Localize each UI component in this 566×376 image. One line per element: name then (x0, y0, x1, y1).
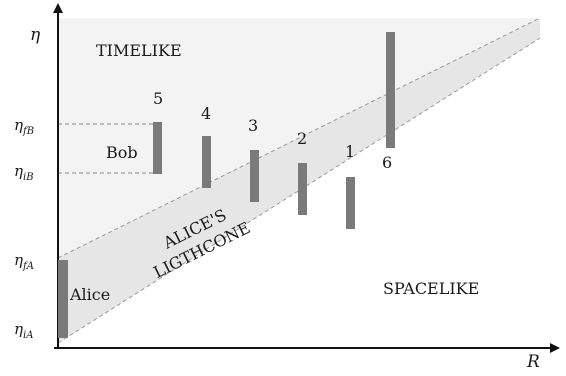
tick-eta-ib: ηiB (14, 162, 34, 183)
tick-eta-fb: ηfB (14, 116, 34, 137)
timelike-label: TIMELIKE (96, 41, 182, 60)
y-axis-label: η (30, 25, 41, 45)
tick-eta-fa: ηfA (14, 251, 34, 272)
detector-6-bar (386, 32, 395, 148)
detector-3-bar (250, 150, 259, 202)
detector-5-label: 5 (153, 89, 163, 108)
tick-eta-ia: ηiA (14, 320, 33, 341)
detector-2-label: 2 (297, 129, 307, 148)
x-axis-label: R (526, 352, 540, 372)
detector-5-bar (153, 122, 162, 174)
detector-3-label: 3 (248, 116, 258, 135)
detector-4-bar (202, 136, 211, 188)
detector-4-label: 4 (201, 104, 211, 123)
alice-label: Alice (69, 285, 110, 304)
alice-bar (58, 260, 68, 338)
detector-6-label: 6 (382, 153, 392, 172)
spacelike-label: SPACELIKE (383, 279, 479, 298)
detector-1-bar (346, 177, 355, 229)
detector-1-label: 1 (345, 142, 355, 161)
bob-label: Bob (106, 143, 138, 162)
lightcone-upper-edge (57, 17, 541, 259)
detector-2-bar (298, 163, 307, 215)
